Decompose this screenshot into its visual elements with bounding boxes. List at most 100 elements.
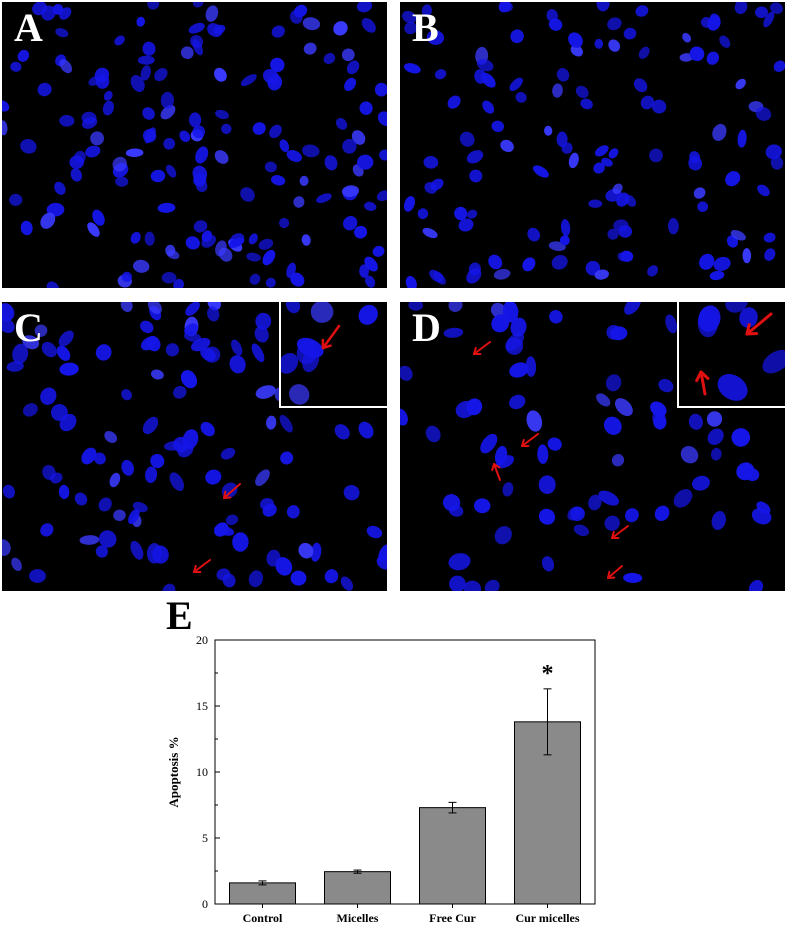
micrograph-panel-d: D [400,302,785,591]
nucleus [183,331,202,342]
nucleus [251,343,265,363]
nucleus [697,201,709,213]
nucleus [285,302,301,314]
nucleus [594,38,604,49]
inset-field-d [695,302,785,401]
nucleus [763,232,776,243]
nucleus [160,105,176,120]
nucleus [647,265,659,277]
nucleus [640,95,655,110]
nucleus [343,484,360,501]
nucleus [165,244,176,257]
nucleus [706,51,720,65]
nucleus [608,148,619,159]
nucleus [474,498,491,514]
nucleus [742,248,752,264]
nucleus [673,488,693,508]
nucleus [279,414,293,433]
nucleus [41,341,57,358]
nucleus [505,332,525,351]
nucleus [240,187,255,202]
nucleus [575,85,589,99]
panel-letter-d: D [412,305,441,350]
nucleus [140,336,158,351]
nucleus [249,273,261,285]
nucleus [230,233,245,246]
nucleus [709,270,725,281]
micrograph-panel-a: A [2,2,387,288]
nucleus [137,55,155,65]
nucleus [404,196,415,212]
nucleus [635,5,649,17]
nucleus [216,568,231,581]
nucleus [2,484,15,499]
nucleus [433,271,446,285]
nucleus [154,68,168,82]
nucleus [570,506,585,522]
nucleus [442,494,461,512]
nucleus [379,149,387,161]
nucleus [617,252,627,262]
nucleus [200,347,216,362]
nucleus [633,78,648,93]
chart-panel-letter: E [166,593,193,638]
nucleus [58,330,74,347]
nucleus [55,28,69,38]
nucleus [262,249,276,266]
nucleus [275,557,293,576]
panel-letter-b: B [412,5,439,50]
nucleus [593,162,605,174]
nucleus [548,18,563,31]
nucleus [173,278,184,288]
nucleus [85,145,101,158]
y-tick-label: 10 [196,765,208,779]
nucleus [551,254,568,270]
nucleus [214,150,229,164]
micrograph-panel-c: C [2,302,387,591]
nucleus [689,151,701,164]
nucleus [400,408,408,426]
nucleus [70,168,82,182]
nucleus [458,218,474,232]
nucleus [552,83,563,98]
nucleus [463,580,482,591]
nucleus [6,361,24,372]
nucleus [559,235,570,246]
nucleus [188,22,205,34]
nucleus [323,52,336,65]
nucleus [403,63,421,74]
nucleus [605,374,622,392]
nucleus [482,100,495,114]
nucleus [699,253,715,270]
nucleus [54,181,66,195]
nucleus [443,327,464,338]
panel-letter-c: C [14,305,43,350]
nucleus [598,490,619,506]
nucleus [310,542,322,562]
nucleus [700,16,713,28]
nucleus [340,576,354,591]
nucleus [193,220,208,233]
nucleus [466,398,483,416]
nucleus [195,146,209,164]
nucleus [286,505,300,519]
nucleus [773,60,785,73]
nucleus [269,124,282,139]
nucleus [400,365,413,381]
nucleus [692,475,710,491]
nucleus [165,164,177,178]
red-arrow-icon [321,324,341,350]
nucleus [525,356,537,377]
nucleus [426,30,445,45]
nucleus [293,196,305,208]
nucleus [147,302,162,315]
x-tick-label: Micelles [337,911,379,925]
nucleus [604,515,620,531]
nucleus [303,42,317,55]
nucleus [87,222,100,237]
micrograph-panel-b: B [400,2,785,288]
nucleus [748,579,764,591]
nucleus [624,302,641,315]
nucleus [104,431,118,443]
nucleus [161,271,177,284]
